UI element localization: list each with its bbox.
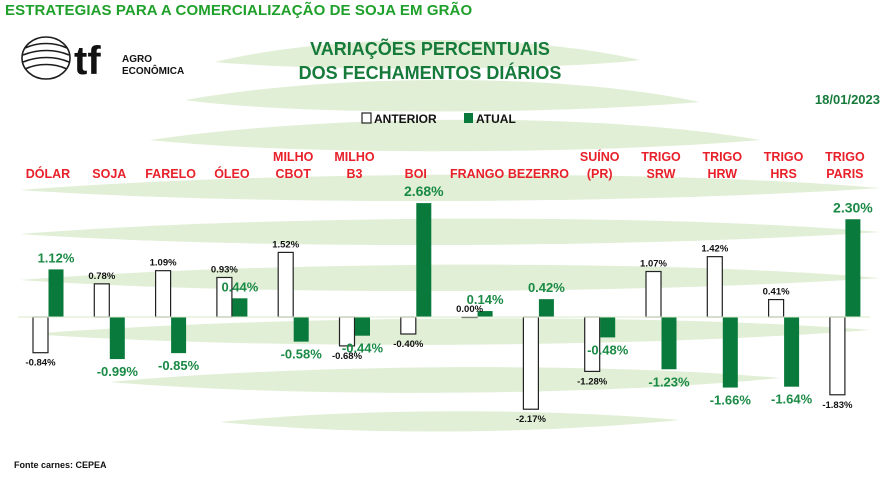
bar-anterior <box>706 256 723 318</box>
value-label-anterior: 1.52% <box>272 239 299 250</box>
category-label: HRW <box>707 167 737 181</box>
value-label-atual: 1.12% <box>38 250 75 265</box>
bar-atual <box>293 317 309 342</box>
value-label-anterior: 1.09% <box>150 258 177 269</box>
value-label-anterior: -2.17% <box>516 414 547 425</box>
value-label-anterior: 0.00% <box>456 304 483 315</box>
value-label-atual: -0.48% <box>587 342 629 357</box>
value-label-anterior: 1.07% <box>640 259 667 270</box>
category-label: FRANGO <box>450 167 504 181</box>
category-label: TRIGO <box>641 150 681 164</box>
value-label-atual: -0.85% <box>158 358 200 373</box>
value-label-anterior: -0.84% <box>25 358 56 369</box>
bar-anterior <box>277 251 294 318</box>
category-label: HRS <box>770 167 796 181</box>
report-date: 18/01/2023 <box>815 92 880 107</box>
bar-anterior <box>829 316 846 396</box>
bar-atual <box>784 317 800 387</box>
logo-leaf-icon <box>21 36 71 80</box>
bar-anterior <box>32 316 49 354</box>
value-label-anterior: 0.41% <box>763 287 790 298</box>
value-label-atual: 2.30% <box>833 199 873 215</box>
bar-atual <box>416 203 432 317</box>
category-label: TRIGO <box>825 150 865 164</box>
category-label: (PR) <box>587 167 613 181</box>
value-label-atual: -1.23% <box>648 374 690 389</box>
legend-label-anterior: ANTERIOR <box>374 112 437 126</box>
value-label-anterior: -1.28% <box>577 376 608 387</box>
value-label-anterior: -1.83% <box>822 400 853 411</box>
value-label-atual: 2.68% <box>404 183 444 199</box>
bar-atual <box>232 298 248 317</box>
value-label-atual: 0.44% <box>221 279 258 294</box>
bar-atual <box>48 269 64 317</box>
bar-atual <box>355 317 370 336</box>
category-label: MILHO <box>334 150 375 164</box>
report-title: ESTRATEGIAS PARA A COMERCIALIZAÇÃO DE SO… <box>5 2 473 19</box>
value-label-atual: -1.66% <box>710 393 752 408</box>
value-label-atual: -0.58% <box>281 347 323 362</box>
category-label: MILHO <box>273 150 314 164</box>
category-label: ÓLEO <box>214 166 250 181</box>
bar-atual <box>538 299 554 317</box>
bar-anterior <box>93 283 110 318</box>
bar-atual <box>477 311 493 317</box>
category-label: TRIGO <box>703 150 743 164</box>
category-label: SUÍNO <box>580 149 620 164</box>
category-label: DÓLAR <box>26 166 70 181</box>
value-label-atual: -1.64% <box>771 392 813 407</box>
legend: ANTERIOR ATUAL <box>361 112 516 126</box>
bar-atual <box>109 317 125 360</box>
category-labels: DÓLAR SOJA FARELO ÓLEO MILHO CBOT MILHO B3 BOI FR… <box>26 149 865 181</box>
bars <box>32 203 861 410</box>
category-label: PARIS <box>826 167 863 181</box>
bar-atual <box>722 317 738 388</box>
bar-anterior <box>400 316 417 335</box>
chart-title-line-1: VARIAÇÕES PERCENTUAIS <box>310 38 550 59</box>
logo: tf AGRO ECONÔMICA <box>21 36 184 83</box>
background-stripes <box>20 39 880 432</box>
bar-atual <box>600 317 616 338</box>
value-labels: -0.84% 1.12% 0.78% -0.99% 1.09% -0.85% 0.93% 0.… <box>25 183 873 425</box>
logo-line-2: ECONÔMICA <box>122 64 184 77</box>
value-label-atual: -0.99% <box>97 364 139 379</box>
bar-anterior <box>522 316 540 410</box>
category-label: SOJA <box>92 167 126 181</box>
legend-swatch-atual <box>464 113 473 123</box>
legend-label-atual: ATUAL <box>476 112 516 126</box>
value-label-anterior: 0.93% <box>211 264 238 275</box>
bar-atual <box>171 317 187 354</box>
value-label-anterior: -0.68% <box>332 351 363 362</box>
bar-atual <box>845 219 861 317</box>
chart-canvas: tf AGRO ECONÔMICA VARIAÇÕES PERCENTUAIS … <box>14 36 880 470</box>
chart-title-line-2: DOS FECHAMENTOS DIÁRIOS <box>299 62 562 83</box>
bar-anterior <box>645 270 662 318</box>
category-label: BEZERRO <box>508 167 569 181</box>
category-label: TRIGO <box>764 150 804 164</box>
category-label: FARELO <box>145 167 196 181</box>
category-label: SRW <box>647 167 676 181</box>
value-label-atual: 0.42% <box>528 280 565 295</box>
category-label: CBOT <box>275 167 311 181</box>
value-label-anterior: 1.42% <box>701 244 728 255</box>
bar-atual <box>661 317 677 370</box>
legend-swatch-anterior <box>361 112 372 124</box>
source-note: Fonte carnes: CEPEA <box>14 460 107 470</box>
logo-line-1: AGRO <box>122 54 152 65</box>
bar-anterior <box>767 298 785 318</box>
value-label-atual: -0.44% <box>342 341 384 356</box>
category-label: B3 <box>347 167 363 181</box>
value-label-anterior: 0.78% <box>88 271 115 282</box>
category-label: BOI <box>405 167 427 181</box>
value-label-anterior: -0.40% <box>393 339 424 350</box>
value-label-atual: 0.14% <box>467 292 504 307</box>
logo-mark: tf <box>74 39 101 83</box>
bar-anterior <box>155 270 172 318</box>
